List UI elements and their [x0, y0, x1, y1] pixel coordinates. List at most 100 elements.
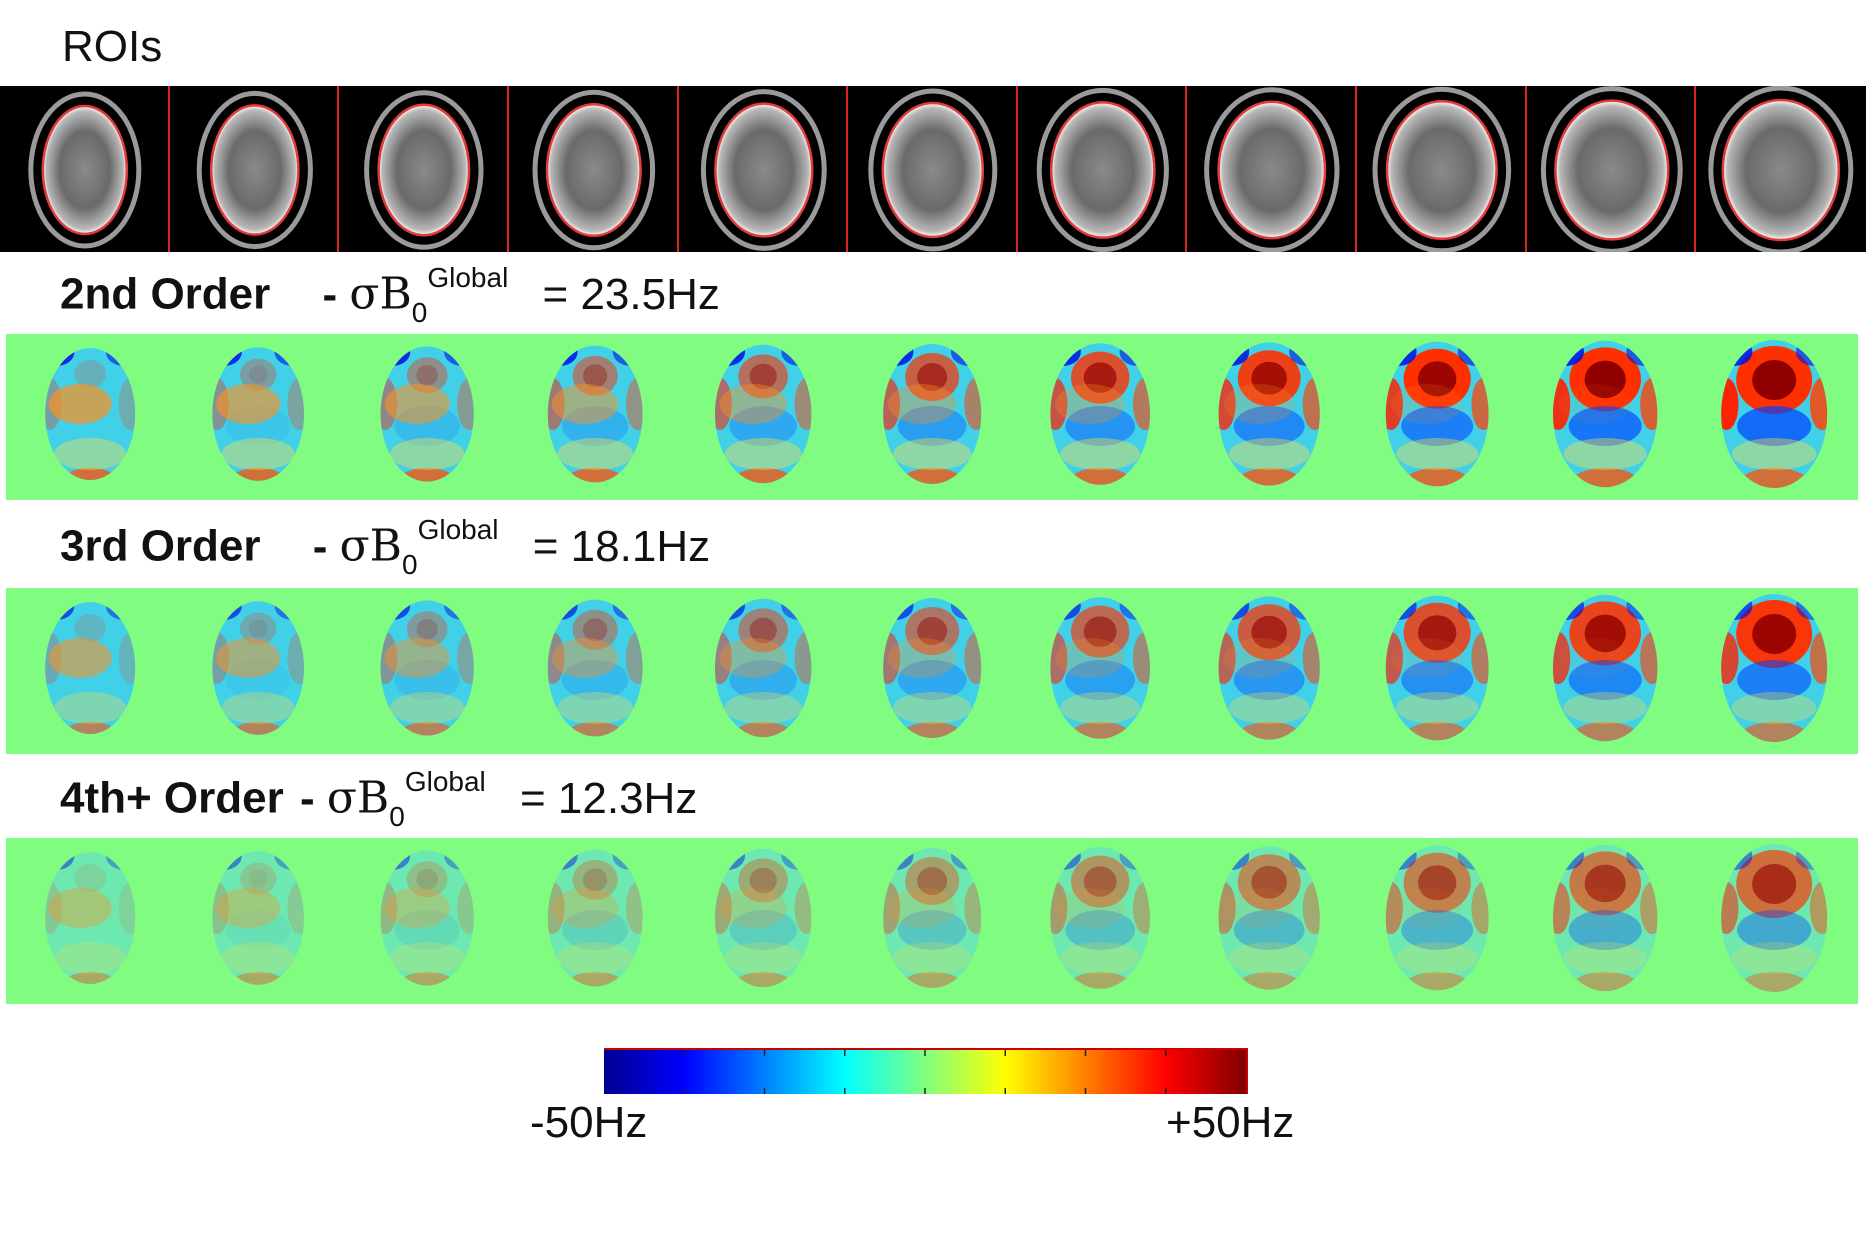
- field-blob: [1568, 910, 1642, 950]
- field-blob: [795, 882, 812, 934]
- field-blob: [1083, 362, 1117, 393]
- field-blob: [1395, 692, 1479, 724]
- field-blob: [1133, 378, 1151, 430]
- field-map-slice: [882, 848, 981, 988]
- field-blob: [557, 942, 634, 974]
- field-map-strip-4th: [6, 838, 1858, 1004]
- field-map-slice: [1218, 342, 1320, 486]
- field-blob: [456, 882, 474, 934]
- field-blob: [1060, 438, 1141, 470]
- field-blob: [249, 365, 268, 384]
- field-blob: [118, 632, 136, 684]
- field-blob: [1563, 438, 1648, 470]
- field-blob: [1060, 942, 1141, 974]
- field-blob: [1385, 882, 1403, 934]
- field-blob: [1742, 468, 1806, 488]
- field-blob: [1626, 844, 1658, 870]
- field-blob: [231, 722, 287, 735]
- field-blob: [781, 344, 812, 366]
- field-blob: [795, 378, 812, 430]
- field-blob: [625, 632, 643, 684]
- field-blob: [63, 722, 118, 734]
- field-blob: [612, 599, 643, 620]
- roi-title: ROIs: [62, 22, 163, 71]
- field-blob: [45, 852, 75, 870]
- field-blob: [738, 354, 789, 399]
- field-map-slice: [212, 851, 305, 985]
- field-blob: [964, 632, 981, 684]
- field-blob: [892, 438, 972, 470]
- skull-outline: [700, 89, 827, 251]
- field-blob: [625, 378, 643, 430]
- field-blob: [1385, 845, 1417, 870]
- field-blob: [221, 942, 296, 974]
- field-blob: [1238, 468, 1300, 486]
- value-2: = 18.1Hz: [532, 521, 711, 571]
- field-blob: [781, 848, 812, 870]
- field-blob: [1795, 594, 1827, 620]
- field-blob: [950, 344, 981, 366]
- field-blob: [1553, 378, 1571, 430]
- field-blob: [572, 609, 618, 650]
- field-blob: [547, 849, 578, 870]
- field-blob: [1055, 384, 1126, 424]
- field-blob: [1417, 615, 1457, 651]
- field-blob: [897, 660, 967, 700]
- field-blob: [216, 638, 281, 678]
- sub-1: 0: [411, 297, 428, 329]
- field-map-slice: [212, 601, 305, 735]
- field-blob: [1228, 692, 1310, 724]
- field-blob: [1417, 361, 1457, 397]
- field-blob: [1133, 632, 1151, 684]
- field-blob: [1574, 972, 1637, 992]
- sub-2: 0: [402, 549, 418, 581]
- field-blob: [882, 598, 914, 620]
- field-blob: [882, 882, 900, 934]
- field-blob: [1471, 632, 1489, 684]
- colorbar-min-label: -50Hz: [530, 1098, 648, 1147]
- roi-contour: [1721, 98, 1841, 242]
- heading-row-2: 3rd Order - σB0 Global = 18.1Hz: [60, 514, 711, 581]
- field-blob: [547, 345, 578, 366]
- order-label-3: 4th+ Order: [60, 773, 284, 823]
- field-blob: [1559, 888, 1632, 928]
- order-label-2: 3rd Order: [60, 521, 261, 571]
- roi-contour: [545, 102, 642, 238]
- roi-contour: [881, 101, 985, 239]
- field-blob: [715, 882, 733, 934]
- field-blob: [1133, 882, 1151, 934]
- field-blob: [562, 406, 629, 446]
- field-blob: [1574, 468, 1637, 488]
- field-map-strip-2nd: [6, 334, 1858, 500]
- field-map-slice: [1218, 596, 1320, 740]
- roi-contour: [1049, 101, 1156, 239]
- field-blob: [1233, 660, 1305, 700]
- field-blob: [1553, 632, 1571, 684]
- field-blob: [1584, 360, 1627, 399]
- field-map-slice: [1385, 595, 1489, 741]
- field-blob: [715, 344, 746, 366]
- field-blob: [1584, 614, 1627, 653]
- sup-3: Global: [404, 766, 486, 797]
- field-blob: [725, 438, 803, 470]
- field-blob: [1720, 378, 1739, 430]
- field-blob: [231, 468, 287, 481]
- field-map-slice: [1553, 340, 1658, 488]
- field-blob: [231, 972, 287, 985]
- field-blob: [1050, 632, 1068, 684]
- field-blob: [240, 612, 277, 645]
- field-blob: [734, 468, 793, 484]
- field-blob: [1050, 343, 1082, 366]
- field-blob: [1233, 406, 1305, 446]
- roi-slice: [509, 86, 679, 252]
- field-blob: [1553, 594, 1585, 620]
- field-blob: [416, 868, 438, 890]
- field-map-slice: [715, 848, 812, 988]
- field-blob: [1065, 660, 1136, 700]
- field-blob: [249, 619, 268, 638]
- field-blob: [1751, 614, 1796, 654]
- field-blob: [456, 378, 474, 430]
- field-blob: [1568, 660, 1642, 700]
- roi-slice: [0, 86, 170, 252]
- field-blob: [1083, 866, 1117, 897]
